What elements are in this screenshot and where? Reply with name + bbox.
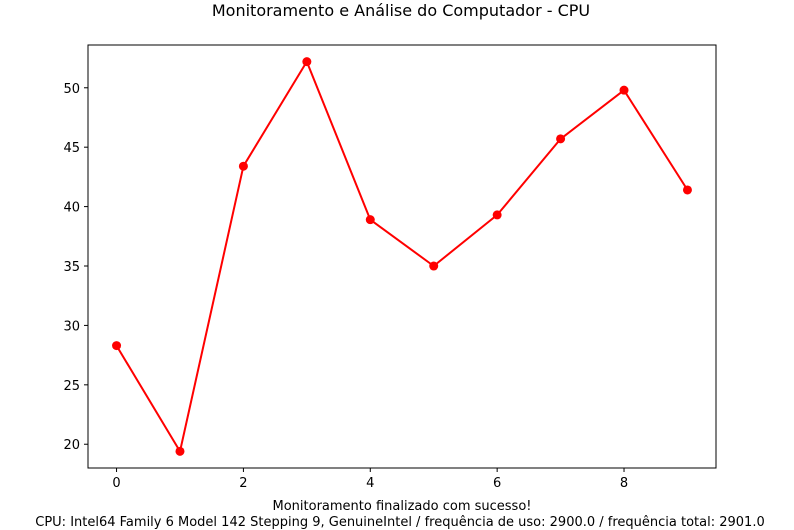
x-axis-label: Monitoramento finalizado com sucesso! <box>273 499 532 514</box>
data-point <box>365 215 375 225</box>
data-point <box>556 134 566 144</box>
y-tick-label: 40 <box>63 201 80 216</box>
data-point <box>492 210 502 220</box>
data-points <box>112 57 692 456</box>
data-point <box>302 57 312 67</box>
x-tick-label: 2 <box>239 476 247 491</box>
y-axis: 20 25 30 35 40 45 50 <box>63 82 88 453</box>
data-point <box>429 261 439 271</box>
cpu-series-line <box>115 60 689 453</box>
data-point <box>619 85 629 95</box>
data-point <box>238 161 248 171</box>
chart-title: Monitoramento e Análise do Computador - … <box>212 1 590 20</box>
x-axis: 0 2 4 6 8 <box>112 468 628 491</box>
data-point <box>112 341 122 351</box>
plot-area: 0 2 4 6 8 20 25 30 35 40 45 50 <box>63 44 717 491</box>
x-tick-label: 0 <box>112 476 120 491</box>
y-tick-label: 30 <box>63 319 80 334</box>
plot-frame <box>87 44 717 469</box>
x-tick-label: 6 <box>493 476 501 491</box>
cpu-info-caption: CPU: Intel64 Family 6 Model 142 Stepping… <box>35 515 764 530</box>
y-tick-label: 25 <box>63 379 80 394</box>
data-point <box>682 185 692 195</box>
y-tick-label: 20 <box>63 438 80 453</box>
data-point <box>175 446 185 456</box>
y-tick-label: 45 <box>63 141 80 156</box>
y-tick-label: 50 <box>63 82 80 97</box>
x-tick-label: 8 <box>620 476 628 491</box>
y-tick-label: 35 <box>63 260 80 275</box>
x-tick-label: 4 <box>366 476 374 491</box>
